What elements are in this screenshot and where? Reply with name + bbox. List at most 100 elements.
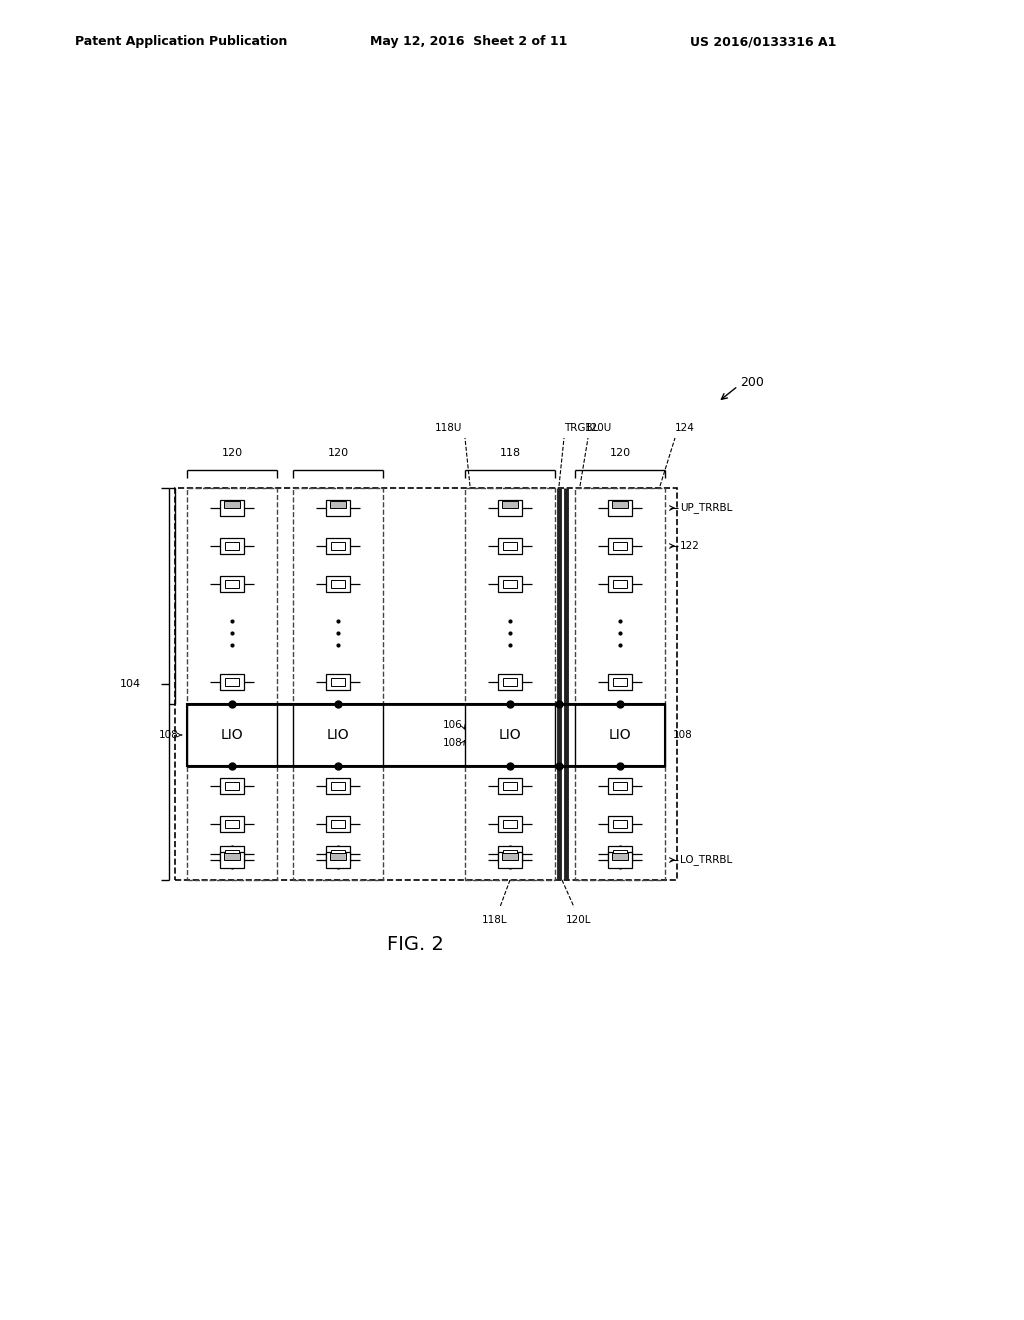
Bar — [502, 502, 518, 508]
Bar — [608, 777, 632, 795]
Text: 124: 124 — [675, 422, 695, 433]
Text: LIO: LIO — [499, 729, 521, 742]
Bar — [465, 704, 555, 766]
Bar — [225, 579, 239, 587]
Text: 120: 120 — [609, 447, 631, 458]
Bar — [612, 853, 628, 861]
Bar — [220, 846, 244, 862]
Text: TRGBL: TRGBL — [564, 422, 598, 433]
Bar — [498, 851, 522, 869]
Text: FIG. 2: FIG. 2 — [387, 936, 443, 954]
Bar — [187, 766, 278, 880]
Bar — [220, 539, 244, 554]
Bar — [503, 678, 517, 686]
Bar — [175, 488, 677, 880]
Bar — [608, 539, 632, 554]
Text: 118L: 118L — [482, 915, 508, 925]
Bar — [220, 576, 244, 591]
Bar — [498, 539, 522, 554]
Text: 120: 120 — [221, 447, 243, 458]
Bar — [331, 820, 345, 828]
Bar — [502, 853, 518, 861]
Bar — [575, 488, 665, 704]
Text: 104: 104 — [120, 678, 141, 689]
Bar — [613, 781, 627, 789]
Bar — [220, 675, 244, 690]
Bar — [220, 500, 244, 516]
Bar — [225, 678, 239, 686]
Bar — [224, 853, 240, 861]
Bar — [326, 777, 350, 795]
Bar — [326, 539, 350, 554]
Bar — [613, 820, 627, 828]
Bar — [187, 488, 278, 704]
Text: LIO: LIO — [327, 729, 349, 742]
Bar — [331, 781, 345, 789]
Text: May 12, 2016  Sheet 2 of 11: May 12, 2016 Sheet 2 of 11 — [370, 36, 567, 49]
Bar — [608, 675, 632, 690]
Bar — [331, 678, 345, 686]
Text: 120U: 120U — [585, 422, 612, 433]
Bar — [613, 850, 627, 858]
Text: US 2016/0133316 A1: US 2016/0133316 A1 — [690, 36, 837, 49]
Bar — [326, 846, 350, 862]
Bar — [225, 820, 239, 828]
Bar — [465, 766, 555, 880]
Text: 120: 120 — [328, 447, 348, 458]
Bar — [225, 543, 239, 550]
Bar — [498, 576, 522, 591]
Bar — [498, 675, 522, 690]
Bar — [608, 500, 632, 516]
Text: 122: 122 — [680, 541, 699, 550]
Bar — [331, 850, 345, 858]
Bar — [498, 846, 522, 862]
Bar — [331, 543, 345, 550]
Bar — [465, 488, 555, 704]
Bar — [331, 579, 345, 587]
Text: 118: 118 — [500, 447, 520, 458]
Text: Patent Application Publication: Patent Application Publication — [75, 36, 288, 49]
Bar — [293, 488, 383, 704]
Bar — [330, 502, 346, 508]
Bar — [612, 502, 628, 508]
Bar — [220, 816, 244, 832]
Text: 108: 108 — [160, 730, 179, 741]
Bar — [498, 777, 522, 795]
Bar — [613, 678, 627, 686]
Bar — [293, 766, 383, 880]
Bar — [503, 579, 517, 587]
Bar — [225, 781, 239, 789]
Text: 200: 200 — [740, 375, 764, 388]
Text: 106: 106 — [443, 719, 463, 730]
Bar — [608, 851, 632, 869]
Text: 108: 108 — [673, 730, 693, 741]
Bar — [503, 781, 517, 789]
Bar — [503, 850, 517, 858]
Bar — [326, 576, 350, 591]
Bar — [608, 816, 632, 832]
Bar — [608, 576, 632, 591]
Bar — [220, 851, 244, 869]
Bar — [326, 675, 350, 690]
Text: UP_TRRBL: UP_TRRBL — [680, 503, 732, 513]
Text: LIO: LIO — [221, 729, 244, 742]
Bar — [330, 853, 346, 861]
Bar — [187, 704, 665, 766]
Bar — [498, 816, 522, 832]
Text: LIO: LIO — [608, 729, 632, 742]
Bar — [326, 816, 350, 832]
Bar — [503, 820, 517, 828]
Bar — [326, 851, 350, 869]
Text: 108: 108 — [443, 738, 463, 748]
Bar — [498, 500, 522, 516]
Bar — [575, 766, 665, 880]
Bar — [293, 704, 383, 766]
Bar — [575, 704, 665, 766]
Bar — [225, 850, 239, 858]
Bar — [187, 704, 278, 766]
Bar — [220, 777, 244, 795]
Text: LO_TRRBL: LO_TRRBL — [680, 854, 732, 866]
Bar — [326, 500, 350, 516]
Bar — [503, 543, 517, 550]
Text: 118U: 118U — [434, 422, 462, 433]
